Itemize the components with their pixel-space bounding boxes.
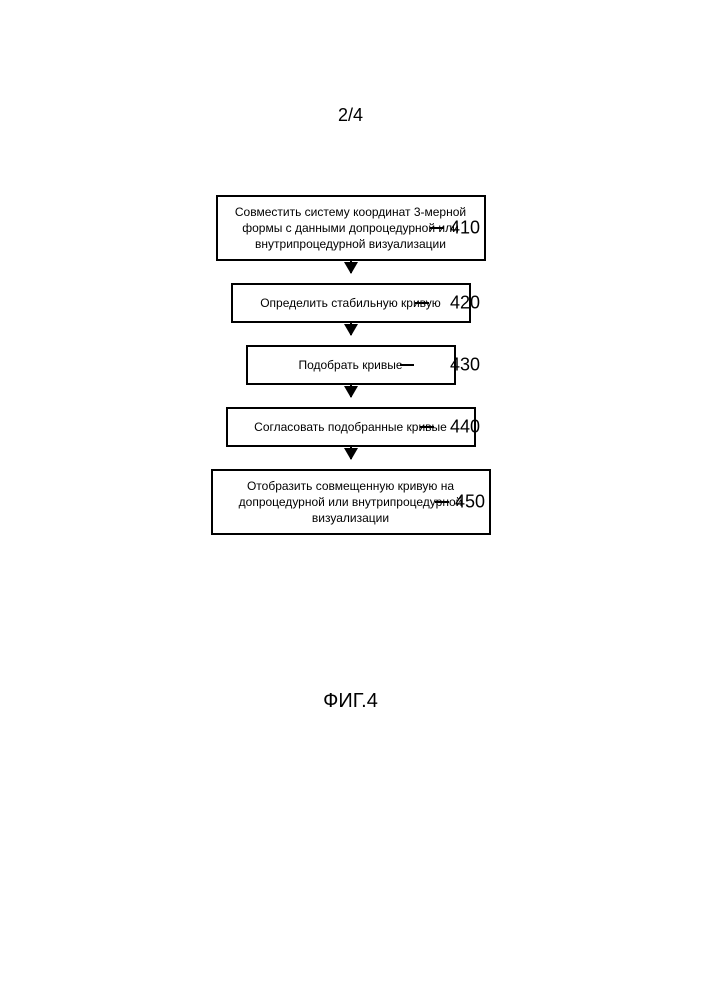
flow-arrow <box>0 385 701 407</box>
ref-label: 410 <box>450 218 480 239</box>
flow-step: Подобрать кривые430 <box>0 345 701 385</box>
flow-step: Согласовать подобранные кривые440 <box>0 407 701 447</box>
flow-box: Подобрать кривые <box>246 345 456 385</box>
flow-arrow <box>0 323 701 345</box>
flow-step: Определить стабильную кривую420 <box>0 283 701 323</box>
ref-tick <box>415 302 429 304</box>
flow-arrow <box>0 447 701 469</box>
flow-box: Определить стабильную кривую <box>231 283 471 323</box>
flowchart: Совместить систему координат 3-мернойфор… <box>0 195 701 535</box>
ref-label: 450 <box>455 492 485 513</box>
ref-label: 440 <box>450 417 480 438</box>
ref-label: 420 <box>450 293 480 314</box>
flow-box: Совместить систему координат 3-мернойфор… <box>216 195 486 261</box>
page-number: 2/4 <box>0 105 701 126</box>
ref-tick <box>430 227 444 229</box>
ref-tick <box>400 364 414 366</box>
ref-label: 430 <box>450 355 480 376</box>
flow-step: Отобразить совмещенную кривую надопроцед… <box>0 469 701 535</box>
ref-tick <box>420 426 434 428</box>
ref-tick <box>435 501 449 503</box>
flow-step: Совместить систему координат 3-мернойфор… <box>0 195 701 261</box>
flow-arrow <box>0 261 701 283</box>
page: 2/4 Совместить систему координат 3-мерно… <box>0 0 701 1000</box>
flow-box: Согласовать подобранные кривые <box>226 407 476 447</box>
figure-caption: ФИГ.4 <box>0 690 701 713</box>
